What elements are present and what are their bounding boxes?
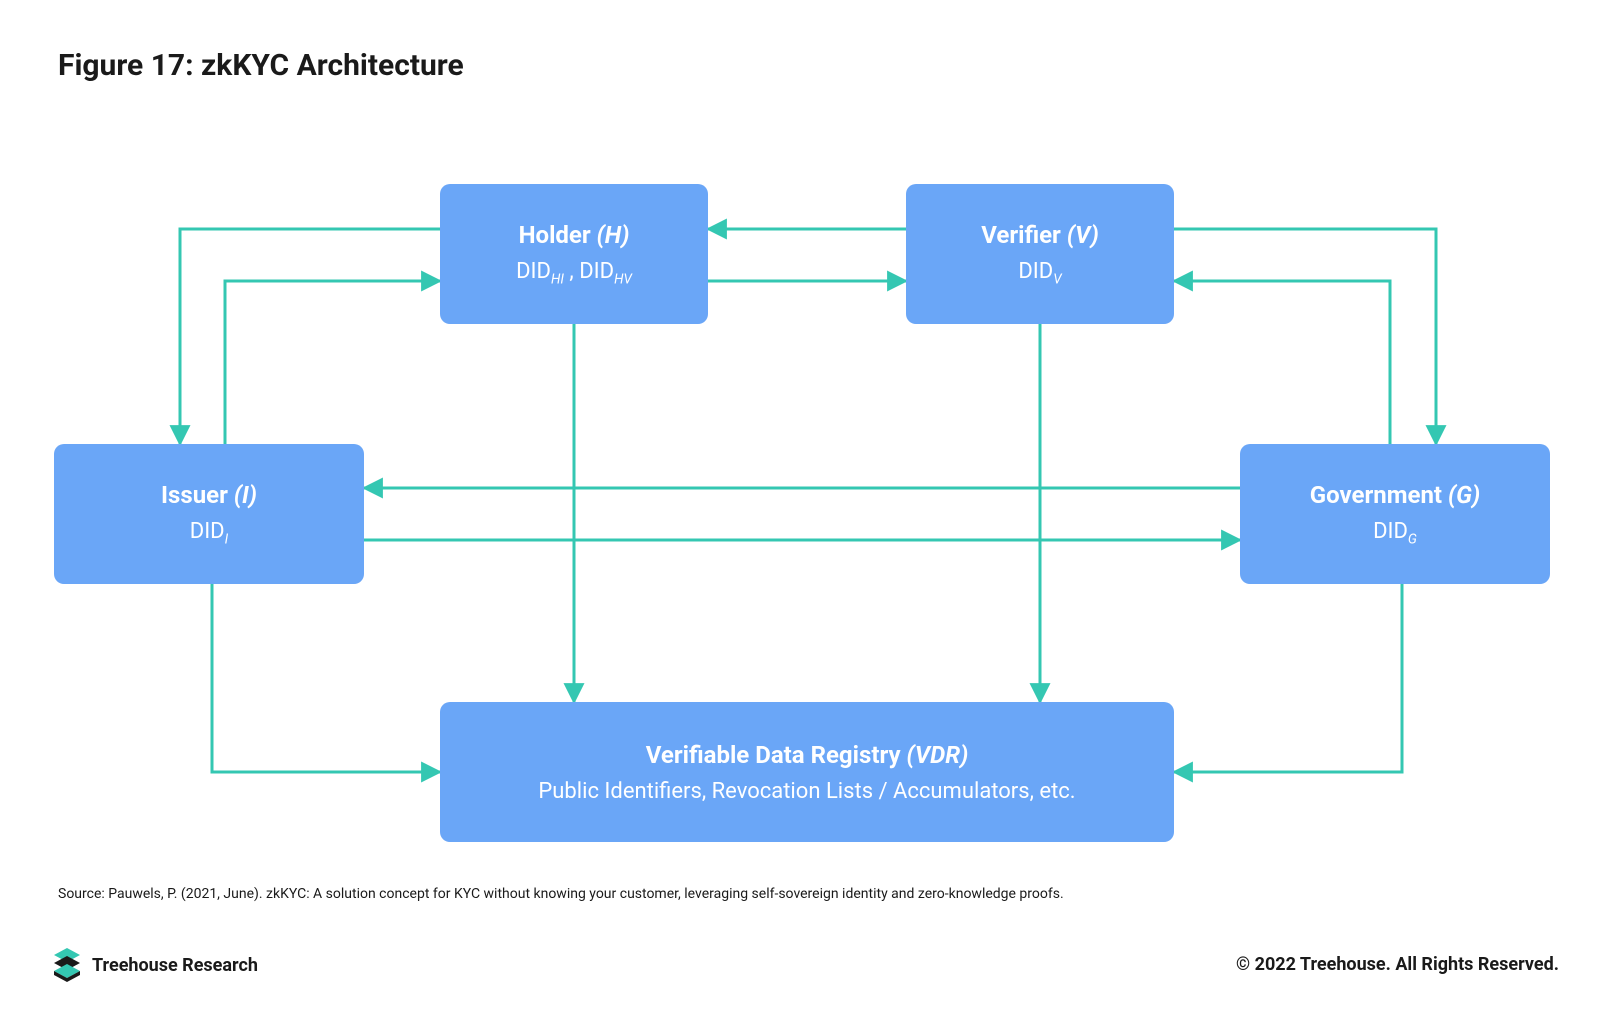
node-holder: Holder (H) DIDHI , DIDHV: [440, 184, 708, 324]
node-government-title: Government (G): [1310, 481, 1480, 509]
node-holder-title: Holder (H): [519, 221, 630, 249]
node-government-title-text: Government: [1310, 481, 1442, 509]
edge-government-to-vdr: [1174, 584, 1402, 772]
node-holder-sub: DIDHI , DIDHV: [516, 259, 632, 287]
node-issuer: Issuer (I) DIDI: [54, 444, 364, 584]
edge-verifier-to-government-top: [1174, 229, 1436, 444]
node-verifier-title-paren: (V): [1067, 221, 1099, 249]
node-verifier-title: Verifier (V): [981, 221, 1099, 249]
footer-copyright: © 2022 Treehouse. All Rights Reserved.: [1236, 954, 1559, 975]
footer-brand-text: Treehouse Research: [92, 955, 258, 976]
page-title: Figure 17: zkKYC Architecture: [58, 48, 464, 83]
edge-issuer-to-holder-bottom: [225, 281, 440, 444]
node-verifier: Verifier (V) DIDV: [906, 184, 1174, 324]
node-holder-title-text: Holder: [519, 221, 591, 249]
edge-government-to-verifier-bottom: [1174, 281, 1390, 444]
node-vdr: Verifiable Data Registry (VDR) Public Id…: [440, 702, 1174, 842]
node-issuer-title: Issuer (I): [161, 481, 257, 509]
node-government-sub: DIDG: [1373, 519, 1417, 547]
treehouse-logo-icon: [52, 948, 82, 982]
node-vdr-title: Verifiable Data Registry (VDR): [646, 741, 969, 769]
source-citation: Source: Pauwels, P. (2021, June). zkKYC:…: [58, 886, 1064, 902]
node-government: Government (G) DIDG: [1240, 444, 1550, 584]
node-verifier-sub: DIDV: [1018, 259, 1061, 287]
footer-brand: Treehouse Research: [52, 948, 258, 982]
edge-issuer-to-vdr: [212, 584, 440, 772]
node-vdr-title-text: Verifiable Data Registry: [646, 741, 901, 769]
node-vdr-sub: Public Identifiers, Revocation Lists / A…: [538, 779, 1075, 804]
node-verifier-title-text: Verifier: [981, 221, 1061, 249]
node-issuer-sub: DIDI: [190, 519, 228, 547]
node-holder-title-paren: (H): [597, 221, 630, 249]
node-issuer-title-paren: (I): [234, 481, 257, 509]
node-issuer-title-text: Issuer: [161, 481, 228, 509]
edge-holder-to-issuer-top: [180, 229, 440, 444]
node-government-title-paren: (G): [1448, 481, 1480, 509]
node-vdr-title-paren: (VDR): [907, 741, 969, 769]
